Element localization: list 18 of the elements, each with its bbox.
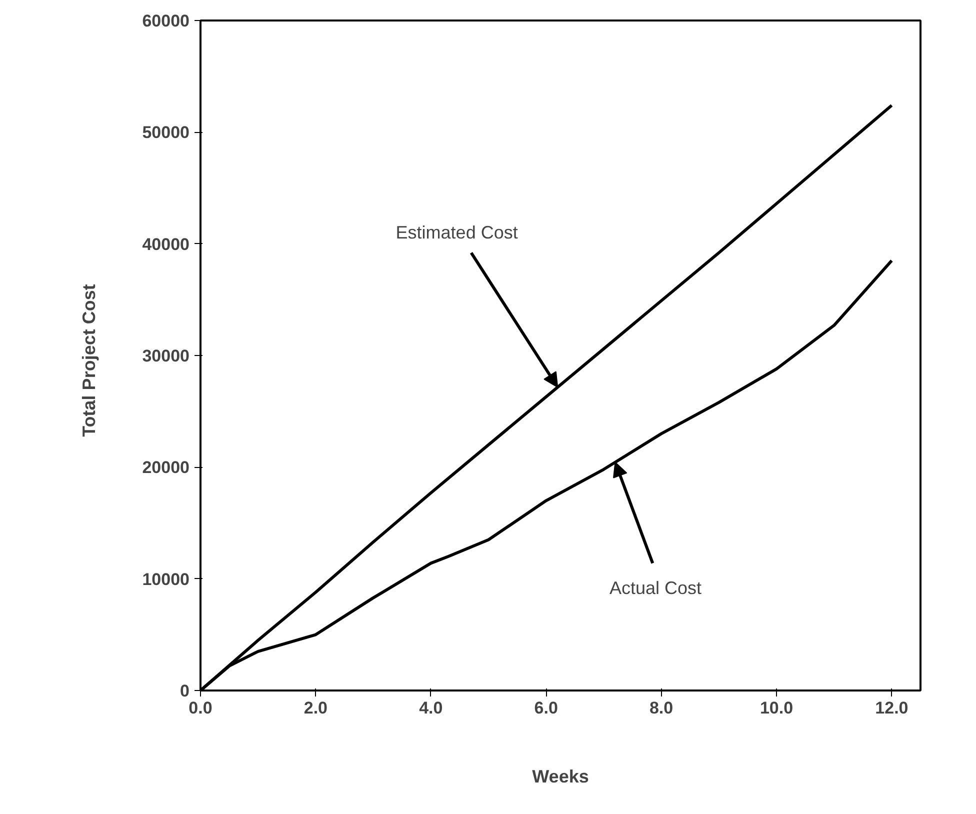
annotation: Actual Cost	[610, 578, 702, 598]
x-tick-label: 8.0	[649, 698, 674, 718]
y-tick-label: 10000	[142, 570, 190, 589]
y-tick-label: 50000	[142, 123, 190, 142]
x-tick-label: 12.0	[875, 698, 908, 718]
y-tick-label: 40000	[142, 234, 190, 254]
x-tick-label: 2.0	[304, 698, 328, 718]
y-tick-label: 60000	[142, 12, 190, 30]
x-tick-label: 10.0	[760, 698, 794, 718]
y-tick-label: 30000	[142, 346, 190, 366]
y-tick-label: 0	[180, 682, 190, 700]
x-axis-title: Weeks	[532, 766, 589, 786]
annotation: Estimated Cost	[396, 222, 518, 243]
y-axis-title: Total Project Cost	[79, 284, 100, 437]
x-tick-label: 4.0	[419, 698, 443, 718]
y-tick-label: 20000	[142, 458, 190, 478]
x-tick-label: 6.0	[534, 698, 558, 718]
x-tick-label: 0.0	[188, 698, 212, 718]
